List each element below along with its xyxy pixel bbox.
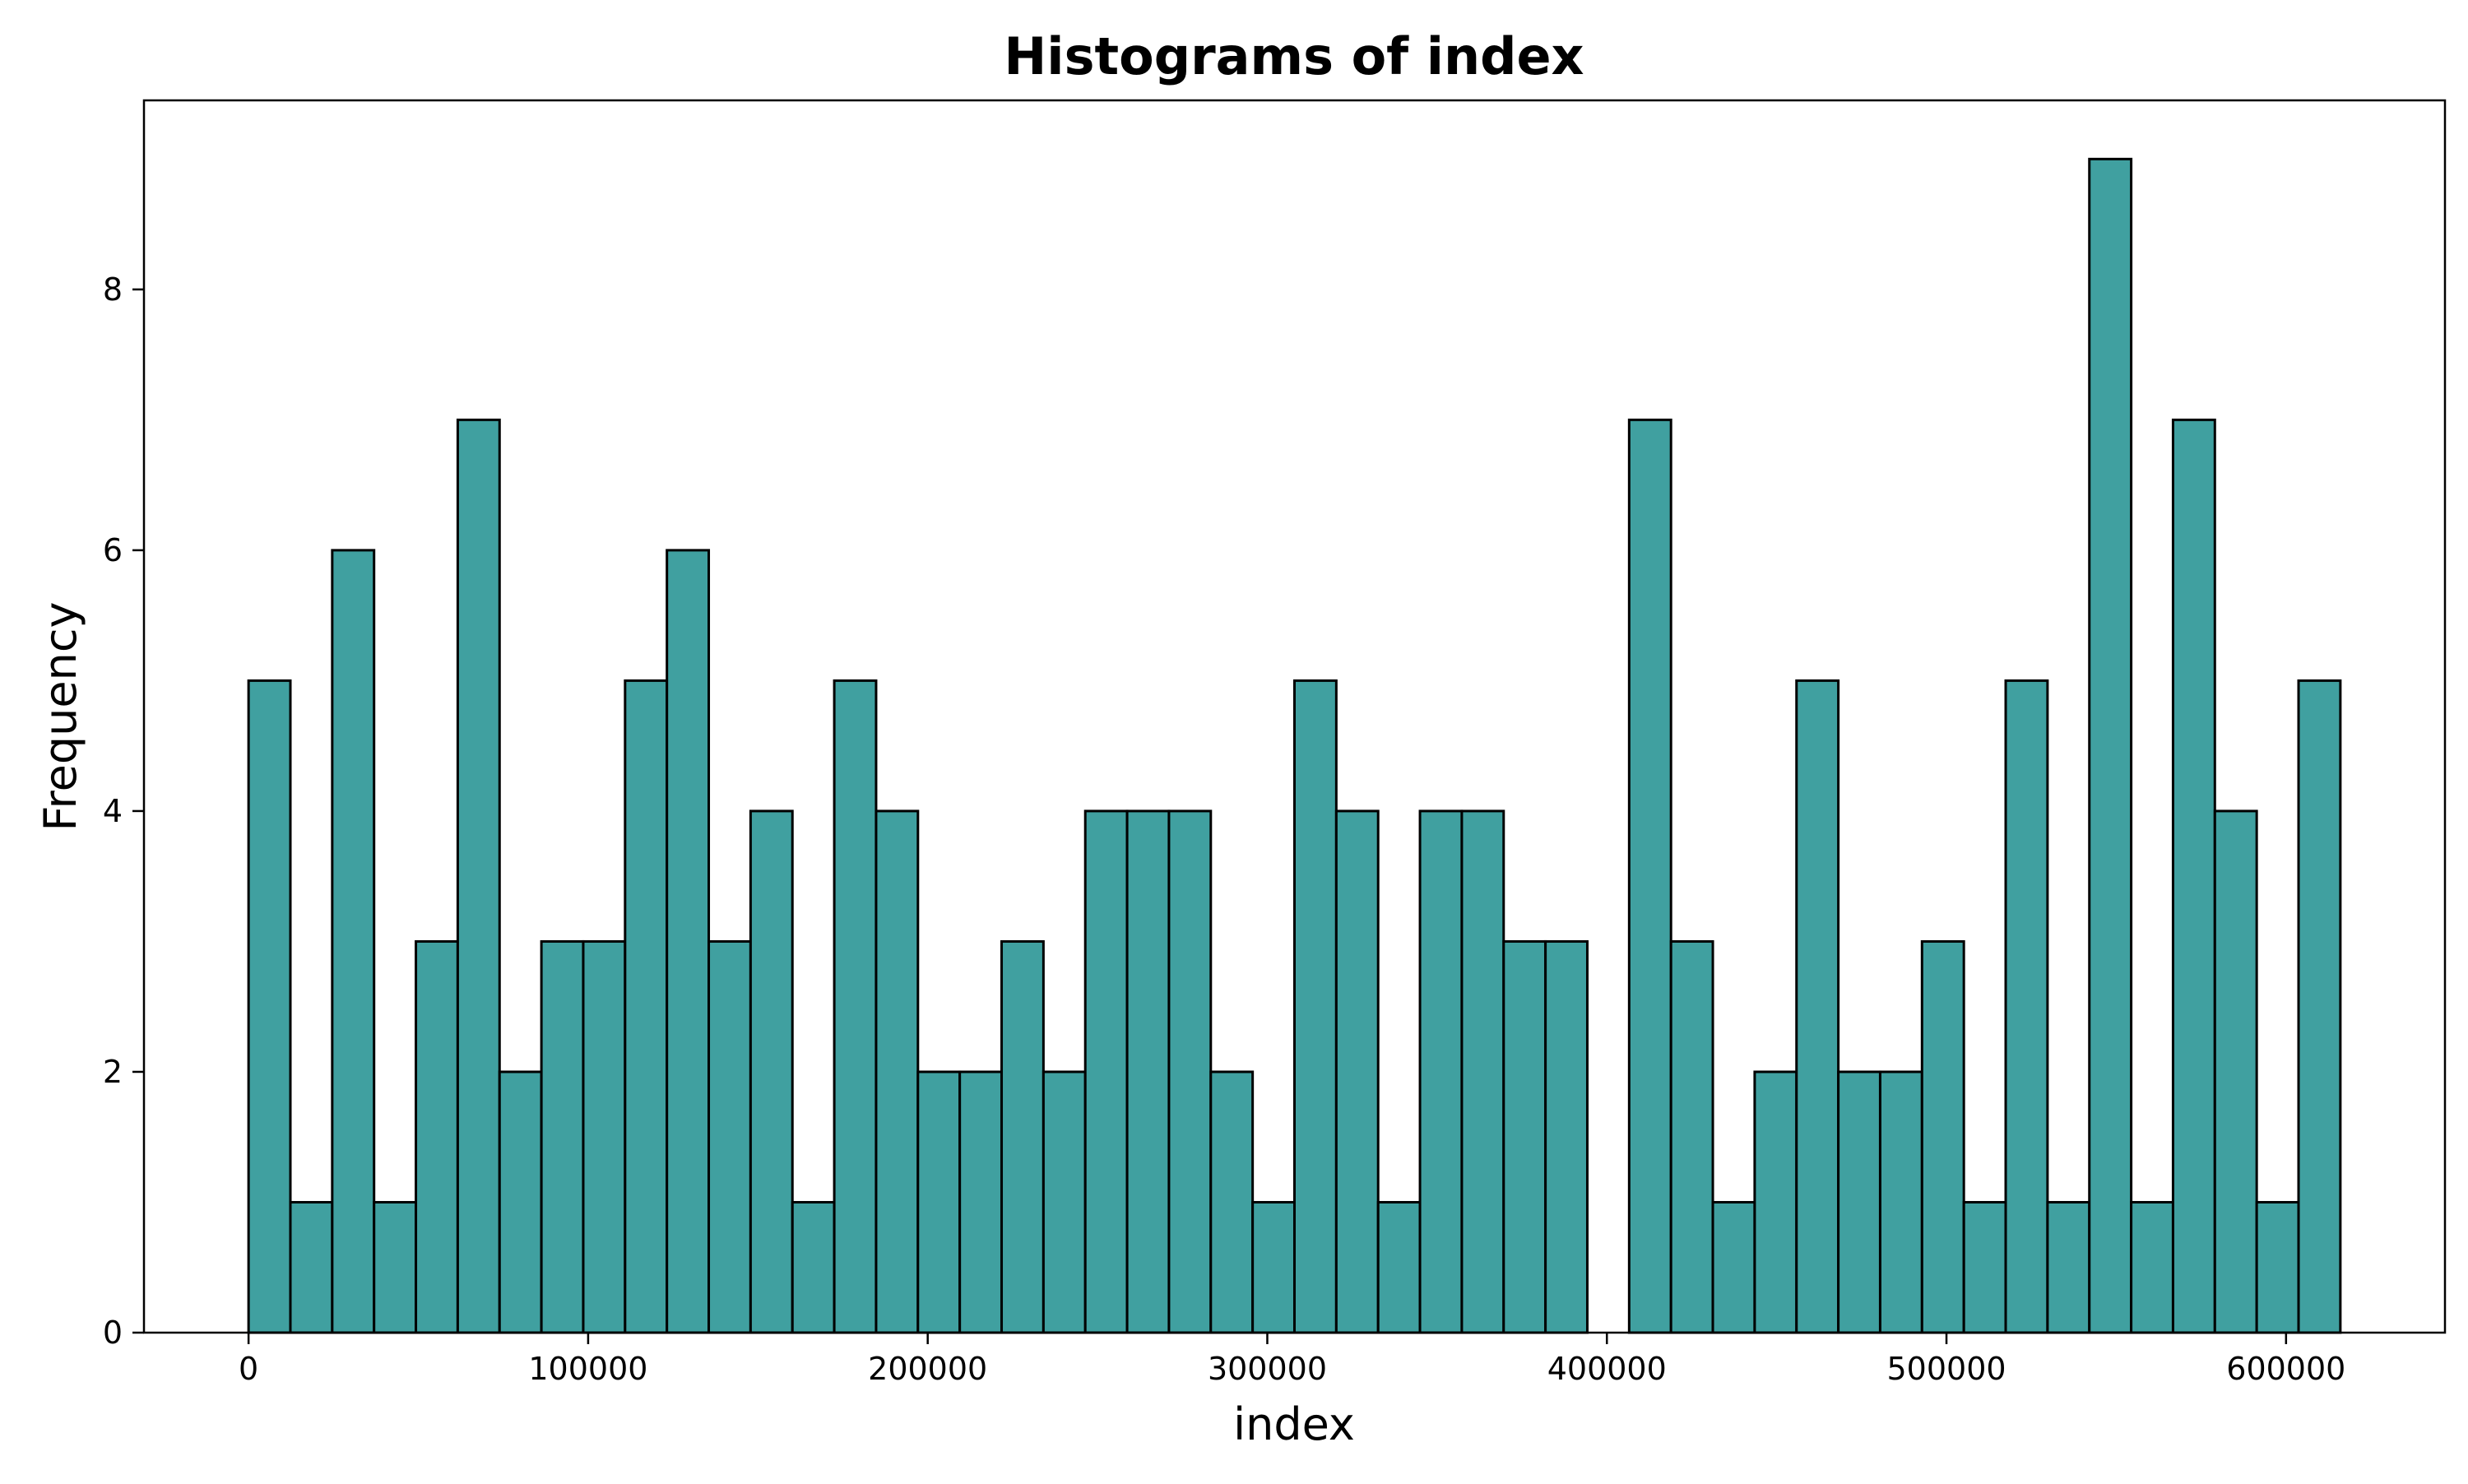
histogram-bar [1041, 1070, 1087, 1334]
histogram-bar [1920, 939, 1965, 1334]
histogram-bar [1293, 679, 1338, 1334]
histogram-bar [958, 1070, 1004, 1334]
histogram-bar [1376, 1200, 1422, 1334]
histogram-bar [1167, 809, 1213, 1334]
y-tick-label: 6 [103, 532, 123, 568]
y-axis-label: Frequency [35, 602, 86, 832]
x-tick-label: 600000 [2226, 1351, 2345, 1387]
x-tick-label: 300000 [1208, 1351, 1327, 1387]
histogram-bar [415, 939, 459, 1334]
histogram-bar [540, 939, 585, 1334]
histogram-bar [624, 679, 669, 1334]
bars-layer [247, 157, 2342, 1334]
histogram-bar [791, 1200, 836, 1334]
x-axis-label: index [1233, 1398, 1355, 1450]
histogram-bar [2255, 1200, 2300, 1334]
histogram-bar [1502, 939, 1547, 1334]
histogram-bar [1544, 939, 1589, 1334]
histogram-bar [1837, 1070, 1881, 1334]
histogram-bar [289, 1200, 334, 1334]
y-tick-label: 0 [103, 1315, 123, 1351]
histogram-bar [2213, 809, 2258, 1334]
histogram-bar [2171, 418, 2216, 1334]
histogram-bar [456, 418, 501, 1334]
histogram-bar [2046, 1200, 2091, 1334]
x-tick-label: 400000 [1547, 1351, 1667, 1387]
histogram-bar [666, 549, 711, 1334]
histogram-bar [1669, 939, 1714, 1334]
y-tick-label: 8 [103, 271, 123, 308]
histogram-bar [2004, 679, 2049, 1334]
histogram-bar [1000, 939, 1045, 1334]
histogram-bar [1753, 1070, 1798, 1334]
histogram-bar [1795, 679, 1840, 1334]
histogram-bar [833, 679, 878, 1334]
histogram-bar [1125, 809, 1171, 1334]
histogram-bar [247, 679, 292, 1334]
histogram-bar [1627, 418, 1672, 1334]
x-tick-label: 500000 [1887, 1351, 2006, 1387]
histogram-bar [1251, 1200, 1297, 1334]
histogram-bar [582, 939, 627, 1334]
histogram-bar [2297, 679, 2342, 1334]
histogram-bar [331, 549, 376, 1334]
histogram-bar [1460, 809, 1505, 1334]
y-axis-ticks: 0 2 4 6 8 [103, 271, 144, 1351]
histogram-bar [2130, 1200, 2174, 1334]
histogram-bar [1334, 809, 1380, 1334]
y-tick-label: 4 [103, 793, 123, 829]
histogram-bar [707, 939, 752, 1334]
x-tick-label: 100000 [528, 1351, 647, 1387]
histogram-bar [874, 809, 920, 1334]
histogram-bar [749, 809, 794, 1334]
plot-frame [142, 99, 2447, 1334]
histogram-bar [1962, 1200, 2007, 1334]
chart-title: Histograms of index [1004, 26, 1584, 86]
histogram-bar [1711, 1200, 1756, 1334]
histogram-bar [916, 1070, 962, 1334]
x-tick-label: 0 [239, 1351, 258, 1387]
histogram-bar [1878, 1070, 1923, 1334]
x-tick-label: 200000 [868, 1351, 987, 1387]
histogram-bar [1083, 809, 1129, 1334]
histogram-bar [2088, 157, 2133, 1334]
histogram-bar [498, 1070, 543, 1334]
x-axis-ticks: 0 100000 200000 300000 400000 500000 600000 [239, 1333, 2345, 1387]
histogram-bar [1418, 809, 1464, 1334]
y-tick-label: 2 [103, 1054, 123, 1090]
histogram-bar [373, 1200, 418, 1334]
histogram-bar [1209, 1070, 1255, 1334]
